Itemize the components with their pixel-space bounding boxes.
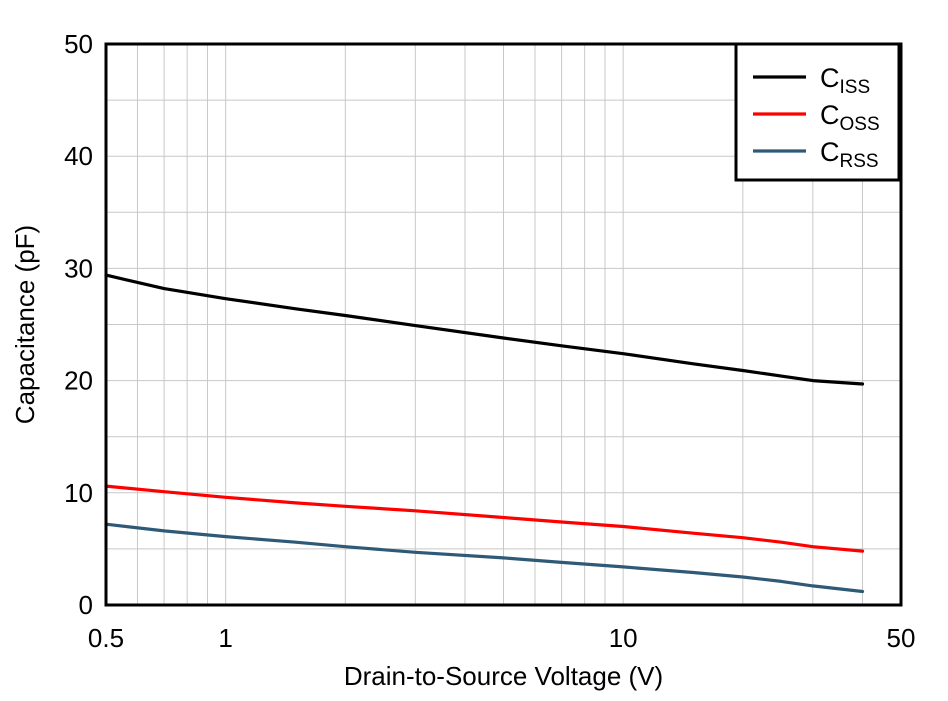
legend-entry-subscript: ISS	[840, 77, 871, 98]
legend-entry-main: C	[820, 137, 840, 167]
y-tick-label: 30	[64, 253, 93, 283]
y-tick-label: 0	[79, 590, 93, 620]
y-tick-label: 10	[64, 478, 93, 508]
x-axis-label: Drain-to-Source Voltage (V)	[344, 661, 663, 691]
x-tick-label: 50	[887, 623, 916, 653]
x-tick-label: 10	[609, 623, 638, 653]
tick-labels: 0.5 1 10 50 0 10 20 30 40 50	[64, 29, 915, 653]
series-line-coss	[104, 484, 865, 553]
legend-entry-crss: CRSS	[820, 137, 879, 172]
grid	[106, 44, 901, 605]
y-tick-label: 50	[64, 29, 93, 59]
legend-entry-main: C	[820, 63, 840, 93]
x-tick-label: 0.5	[88, 623, 124, 653]
y-tick-label: 40	[64, 141, 93, 171]
legend-entry-coss: COSS	[820, 100, 880, 135]
legend-entry-subscript: OSS	[840, 114, 880, 135]
series-line-crss	[104, 522, 865, 594]
legend-box	[734, 42, 901, 182]
x-tick-label: 1	[218, 623, 232, 653]
y-tick-label: 20	[64, 366, 93, 396]
legend-entry-subscript: RSS	[840, 151, 879, 172]
series-line-ciss	[104, 273, 865, 386]
legend-entry-ciss: CISS	[820, 63, 870, 98]
y-axis-label: Capacitance (pF)	[10, 225, 40, 424]
legend-entry-main: C	[820, 100, 840, 130]
plot-frame	[104, 42, 903, 607]
series-layer	[104, 273, 865, 594]
